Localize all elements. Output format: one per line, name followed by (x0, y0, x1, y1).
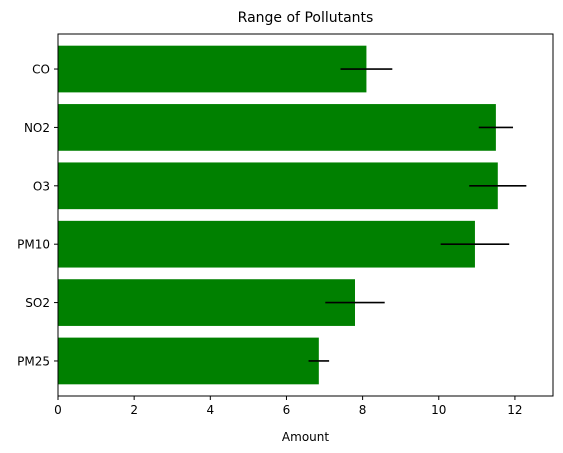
y-axis-ticks: CO NO2 O3 PM10 SO2 PM25 (17, 63, 58, 368)
y-tick-label-pm25: PM25 (17, 354, 50, 368)
x-tick-label: 0 (54, 403, 62, 417)
x-axis-ticks: 0 2 4 6 8 10 12 (54, 396, 523, 417)
error-bars-layer (308, 68, 527, 362)
x-axis-label: Amount (282, 430, 329, 444)
y-tick-label-co: CO (32, 63, 50, 77)
bar-so2 (58, 279, 355, 326)
x-tick-label: 4 (206, 403, 214, 417)
y-tick-label-no2: NO2 (24, 121, 50, 135)
x-tick-label: 8 (359, 403, 367, 417)
y-tick-label-o3: O3 (33, 179, 50, 193)
plot-frame (57, 33, 554, 397)
bar-pm25 (58, 337, 319, 385)
bar-o3 (58, 162, 498, 210)
bar-co (58, 45, 367, 93)
bars-layer (58, 45, 498, 385)
x-tick-label: 10 (431, 403, 446, 417)
x-tick-label: 12 (507, 403, 522, 417)
bar-pm10 (58, 220, 475, 268)
bar-no2 (58, 104, 496, 151)
y-tick-label-so2: SO2 (25, 296, 50, 310)
y-tick-label-pm10: PM10 (17, 238, 50, 252)
chart-title: Range of Pollutants (238, 10, 374, 26)
x-tick-label: 2 (130, 403, 138, 417)
x-tick-label: 6 (283, 403, 291, 417)
